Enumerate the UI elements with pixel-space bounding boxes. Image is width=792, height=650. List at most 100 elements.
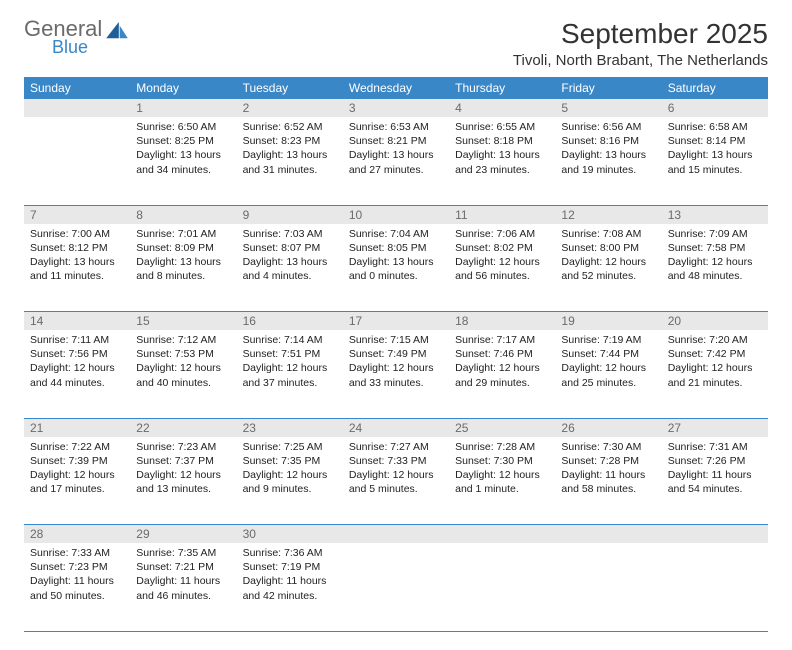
sunset-line: Sunset: 7:44 PM xyxy=(561,347,655,361)
weekday-header-row: SundayMondayTuesdayWednesdayThursdayFrid… xyxy=(24,77,768,99)
day-details: Sunrise: 7:27 AMSunset: 7:33 PMDaylight:… xyxy=(343,437,449,501)
daylight-line: Daylight: 13 hours and 0 minutes. xyxy=(349,255,443,283)
daynum-row: 21222324252627 xyxy=(24,418,768,437)
daylight-line: Daylight: 12 hours and 9 minutes. xyxy=(243,468,337,496)
sunrise-line: Sunrise: 7:27 AM xyxy=(349,440,443,454)
day-cell: Sunrise: 7:12 AMSunset: 7:53 PMDaylight:… xyxy=(130,330,236,418)
sunset-line: Sunset: 8:07 PM xyxy=(243,241,337,255)
day-number: 10 xyxy=(343,205,449,224)
day-number: 16 xyxy=(237,312,343,331)
weekday-header: Sunday xyxy=(24,77,130,99)
sunrise-line: Sunrise: 7:11 AM xyxy=(30,333,124,347)
daylight-line: Daylight: 13 hours and 19 minutes. xyxy=(561,148,655,176)
sunrise-line: Sunrise: 7:35 AM xyxy=(136,546,230,560)
day-number xyxy=(449,525,555,544)
day-details: Sunrise: 6:55 AMSunset: 8:18 PMDaylight:… xyxy=(449,117,555,181)
sunrise-line: Sunrise: 7:01 AM xyxy=(136,227,230,241)
sunset-line: Sunset: 7:21 PM xyxy=(136,560,230,574)
day-cell: Sunrise: 7:04 AMSunset: 8:05 PMDaylight:… xyxy=(343,224,449,312)
daylight-line: Daylight: 12 hours and 1 minute. xyxy=(455,468,549,496)
daylight-line: Daylight: 12 hours and 56 minutes. xyxy=(455,255,549,283)
sunset-line: Sunset: 8:18 PM xyxy=(455,134,549,148)
sunrise-line: Sunrise: 7:28 AM xyxy=(455,440,549,454)
sunset-line: Sunset: 8:09 PM xyxy=(136,241,230,255)
daylight-line: Daylight: 11 hours and 46 minutes. xyxy=(136,574,230,602)
day-details: Sunrise: 7:00 AMSunset: 8:12 PMDaylight:… xyxy=(24,224,130,288)
day-number: 4 xyxy=(449,99,555,117)
daylight-line: Daylight: 11 hours and 58 minutes. xyxy=(561,468,655,496)
day-number: 5 xyxy=(555,99,661,117)
day-number: 7 xyxy=(24,205,130,224)
daylight-line: Daylight: 12 hours and 37 minutes. xyxy=(243,361,337,389)
day-cell: Sunrise: 6:53 AMSunset: 8:21 PMDaylight:… xyxy=(343,117,449,205)
day-number: 21 xyxy=(24,418,130,437)
daylight-line: Daylight: 12 hours and 25 minutes. xyxy=(561,361,655,389)
day-details: Sunrise: 7:35 AMSunset: 7:21 PMDaylight:… xyxy=(130,543,236,607)
day-number: 9 xyxy=(237,205,343,224)
sunset-line: Sunset: 7:51 PM xyxy=(243,347,337,361)
day-number xyxy=(343,525,449,544)
day-details: Sunrise: 7:14 AMSunset: 7:51 PMDaylight:… xyxy=(237,330,343,394)
sunrise-line: Sunrise: 7:12 AM xyxy=(136,333,230,347)
daylight-line: Daylight: 13 hours and 27 minutes. xyxy=(349,148,443,176)
day-number: 25 xyxy=(449,418,555,437)
sunset-line: Sunset: 8:21 PM xyxy=(349,134,443,148)
sunrise-line: Sunrise: 7:31 AM xyxy=(668,440,762,454)
sunset-line: Sunset: 8:23 PM xyxy=(243,134,337,148)
daynum-row: 78910111213 xyxy=(24,205,768,224)
daylight-line: Daylight: 11 hours and 42 minutes. xyxy=(243,574,337,602)
sunrise-line: Sunrise: 7:20 AM xyxy=(668,333,762,347)
day-details: Sunrise: 6:52 AMSunset: 8:23 PMDaylight:… xyxy=(237,117,343,181)
day-number: 30 xyxy=(237,525,343,544)
daylight-line: Daylight: 13 hours and 8 minutes. xyxy=(136,255,230,283)
weekday-header: Saturday xyxy=(662,77,768,99)
sunset-line: Sunset: 7:53 PM xyxy=(136,347,230,361)
day-cell: Sunrise: 7:19 AMSunset: 7:44 PMDaylight:… xyxy=(555,330,661,418)
week-row: Sunrise: 7:33 AMSunset: 7:23 PMDaylight:… xyxy=(24,543,768,631)
daynum-row: 282930 xyxy=(24,525,768,544)
day-number: 6 xyxy=(662,99,768,117)
header: General Blue September 2025 Tivoli, Nort… xyxy=(24,18,768,69)
sunset-line: Sunset: 8:00 PM xyxy=(561,241,655,255)
month-title: September 2025 xyxy=(513,18,768,50)
title-block: September 2025 Tivoli, North Brabant, Th… xyxy=(513,18,768,69)
logo-text: General Blue xyxy=(24,18,102,56)
day-details: Sunrise: 7:33 AMSunset: 7:23 PMDaylight:… xyxy=(24,543,130,607)
sunrise-line: Sunrise: 7:15 AM xyxy=(349,333,443,347)
day-cell: Sunrise: 7:35 AMSunset: 7:21 PMDaylight:… xyxy=(130,543,236,631)
daylight-line: Daylight: 13 hours and 11 minutes. xyxy=(30,255,124,283)
day-number: 23 xyxy=(237,418,343,437)
day-cell: Sunrise: 7:36 AMSunset: 7:19 PMDaylight:… xyxy=(237,543,343,631)
day-details: Sunrise: 7:06 AMSunset: 8:02 PMDaylight:… xyxy=(449,224,555,288)
sunset-line: Sunset: 7:28 PM xyxy=(561,454,655,468)
day-details: Sunrise: 7:22 AMSunset: 7:39 PMDaylight:… xyxy=(24,437,130,501)
logo-word2: Blue xyxy=(52,38,102,56)
sunset-line: Sunset: 7:19 PM xyxy=(243,560,337,574)
day-cell xyxy=(555,543,661,631)
sunrise-line: Sunrise: 7:09 AM xyxy=(668,227,762,241)
day-cell xyxy=(343,543,449,631)
sunset-line: Sunset: 8:12 PM xyxy=(30,241,124,255)
day-details: Sunrise: 7:25 AMSunset: 7:35 PMDaylight:… xyxy=(237,437,343,501)
day-number xyxy=(24,99,130,117)
day-cell: Sunrise: 7:28 AMSunset: 7:30 PMDaylight:… xyxy=(449,437,555,525)
day-number: 22 xyxy=(130,418,236,437)
daylight-line: Daylight: 12 hours and 5 minutes. xyxy=(349,468,443,496)
sunset-line: Sunset: 8:25 PM xyxy=(136,134,230,148)
day-details: Sunrise: 7:20 AMSunset: 7:42 PMDaylight:… xyxy=(662,330,768,394)
sunset-line: Sunset: 7:37 PM xyxy=(136,454,230,468)
sunset-line: Sunset: 7:56 PM xyxy=(30,347,124,361)
sunrise-line: Sunrise: 6:56 AM xyxy=(561,120,655,134)
day-cell: Sunrise: 6:58 AMSunset: 8:14 PMDaylight:… xyxy=(662,117,768,205)
day-cell: Sunrise: 6:52 AMSunset: 8:23 PMDaylight:… xyxy=(237,117,343,205)
sunset-line: Sunset: 7:23 PM xyxy=(30,560,124,574)
day-cell: Sunrise: 7:09 AMSunset: 7:58 PMDaylight:… xyxy=(662,224,768,312)
day-number: 27 xyxy=(662,418,768,437)
day-details: Sunrise: 6:50 AMSunset: 8:25 PMDaylight:… xyxy=(130,117,236,181)
day-details: Sunrise: 7:15 AMSunset: 7:49 PMDaylight:… xyxy=(343,330,449,394)
day-number: 14 xyxy=(24,312,130,331)
sunrise-line: Sunrise: 7:14 AM xyxy=(243,333,337,347)
day-details: Sunrise: 7:19 AMSunset: 7:44 PMDaylight:… xyxy=(555,330,661,394)
calendar-table: SundayMondayTuesdayWednesdayThursdayFrid… xyxy=(24,77,768,632)
sunrise-line: Sunrise: 7:17 AM xyxy=(455,333,549,347)
